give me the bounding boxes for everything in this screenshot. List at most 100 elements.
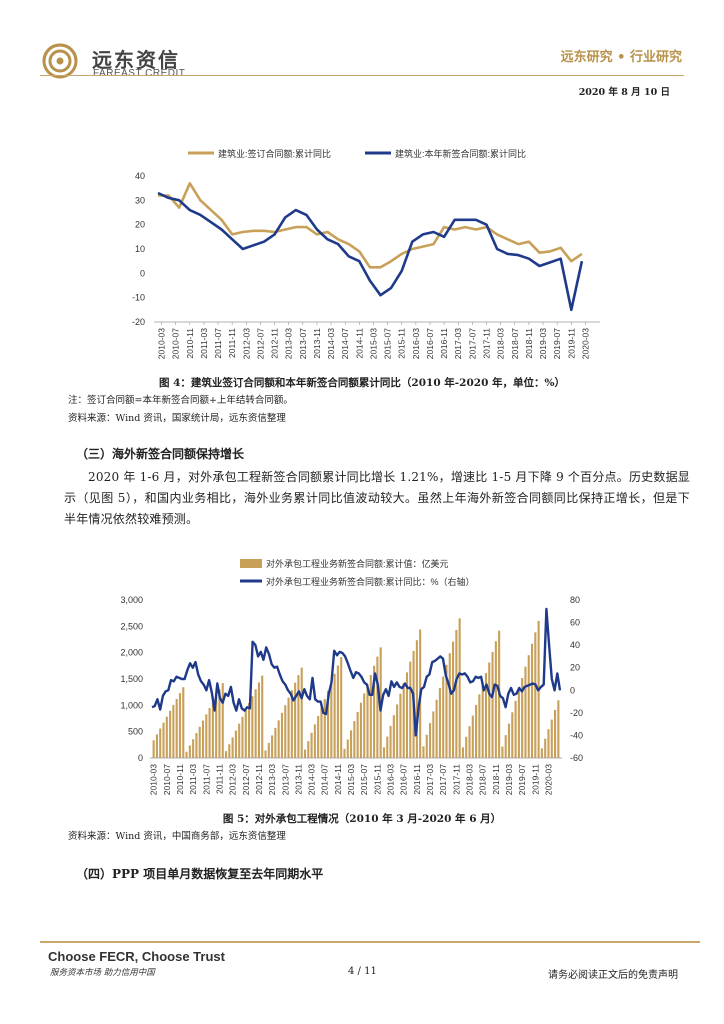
bar: [442, 676, 445, 758]
x-tick-label: 2011-03: [199, 328, 209, 359]
logo-text-cn: 远东资信: [92, 50, 180, 72]
x-tick-label: 2015-03: [368, 328, 378, 359]
x-tick-label: 2015-11: [372, 764, 382, 795]
x-tick-label: 2016-11: [439, 328, 449, 359]
x-tick-label: 2012-07: [255, 328, 265, 359]
bar: [507, 723, 511, 758]
bar: [234, 730, 237, 758]
bar: [333, 673, 336, 758]
x-tick-label: 2015-07: [359, 764, 369, 795]
logo: 远东资信 FAREAST CREDIT: [40, 40, 200, 82]
x-tick-label: 2016-07: [399, 764, 409, 795]
x-tick-label: 2017-03: [425, 764, 435, 795]
bar: [504, 735, 507, 758]
y-tick-label-right: -60: [570, 753, 583, 763]
bar: [215, 695, 218, 758]
x-tick-label: 2019-07: [552, 328, 562, 359]
bar: [267, 742, 270, 758]
bar: [152, 740, 155, 758]
bar: [369, 675, 372, 758]
x-tick-label: 2014-07: [340, 328, 350, 359]
bar: [494, 641, 497, 758]
bar: [310, 732, 313, 758]
x-tick-label: 2010-03: [157, 328, 167, 359]
bar: [350, 730, 353, 758]
bar: [363, 693, 366, 758]
x-tick-label: 2018-03: [496, 328, 506, 359]
bar: [399, 693, 402, 758]
bar: [182, 687, 185, 758]
legend-swatch: [240, 559, 262, 568]
bar: [284, 705, 287, 758]
y-tick-label-right: 80: [570, 595, 580, 605]
bar: [359, 702, 362, 758]
bar: [428, 723, 432, 758]
fig5-source: 资料来源：Wind 资讯，中国商务部，远东资信整理: [68, 831, 286, 842]
bar: [517, 689, 520, 758]
fig4-caption: 图 4：建筑业签订合同额和本年新签合同额累计同比（2010 年-2020 年，单…: [158, 377, 566, 389]
bar: [205, 714, 208, 758]
bar: [478, 694, 481, 758]
bar: [317, 715, 320, 758]
x-tick-label: 2012-11: [270, 328, 280, 359]
bar: [221, 683, 224, 758]
x-tick-label: 2011-07: [213, 328, 223, 359]
x-tick-label: 2010-03: [149, 764, 159, 795]
section3-heading: （三）海外新签合同额保持增长: [76, 447, 245, 461]
bar: [373, 665, 376, 758]
bar: [465, 736, 468, 758]
x-tick-label: 2013-07: [298, 328, 308, 359]
footer-subslogan: 服务资本市场 助力信用中国: [50, 968, 155, 978]
y-tick-label: 0: [140, 268, 145, 278]
bar: [340, 656, 343, 758]
footer-slogan: Choose FECR, Choose Trust: [48, 949, 225, 964]
bar: [402, 683, 405, 758]
series-line: [158, 182, 583, 269]
bar: [185, 751, 188, 758]
bar: [198, 726, 201, 758]
footer-disclaimer: 请务必阅读正文后的免责声明: [548, 970, 678, 981]
fig4-line-chart: 建筑业:签订合同额:累计同比 建筑业:本年新签合同额:累计同比 -20 -10 0 10 2…: [132, 148, 600, 359]
x-tick-label: 2014-11: [333, 764, 343, 795]
x-tick-label: 2019-03: [538, 328, 548, 359]
x-tick-label: 2018-11: [524, 328, 534, 359]
header-date: 2020 年 8 月 10 日: [578, 87, 670, 98]
x-tick-label: 2011-11: [227, 328, 237, 358]
y-tick-label-right: 20: [570, 663, 580, 673]
bar: [165, 716, 168, 758]
bar: [162, 722, 165, 758]
bar: [435, 699, 438, 758]
x-tick-label: 2017-11: [482, 328, 492, 359]
bar: [254, 689, 257, 758]
bar: [448, 653, 451, 758]
bar: [468, 726, 471, 758]
bar: [527, 655, 530, 758]
bar: [261, 675, 264, 758]
bar: [540, 748, 543, 758]
x-tick-label: 2016-03: [386, 764, 396, 795]
x-tick-label: 2012-11: [254, 764, 264, 795]
bar: [396, 704, 399, 758]
x-tick-label: 2019-11: [530, 764, 540, 795]
bar: [208, 708, 211, 758]
bar: [231, 737, 234, 758]
x-tick-label: 2020-03: [543, 764, 553, 795]
bar: [501, 746, 504, 758]
series-line: [157, 191, 584, 312]
bar: [290, 690, 293, 758]
x-tick-label: 2017-11: [451, 764, 461, 795]
bar: [297, 675, 300, 758]
bar: [458, 618, 461, 758]
bar: [461, 747, 464, 758]
x-tick-label: 2012-03: [228, 764, 238, 795]
bar: [326, 690, 330, 758]
bar: [389, 725, 392, 758]
y-tick-label-left: 3,000: [120, 595, 143, 605]
y-tick-label: -20: [132, 317, 145, 327]
bar: [514, 700, 517, 758]
y-tick-label-left: 1,500: [120, 674, 143, 684]
x-tick-label: 2018-03: [465, 764, 475, 795]
logo-text-en: FAREAST CREDIT: [93, 68, 186, 79]
bar: [353, 721, 356, 758]
bar: [452, 641, 455, 758]
